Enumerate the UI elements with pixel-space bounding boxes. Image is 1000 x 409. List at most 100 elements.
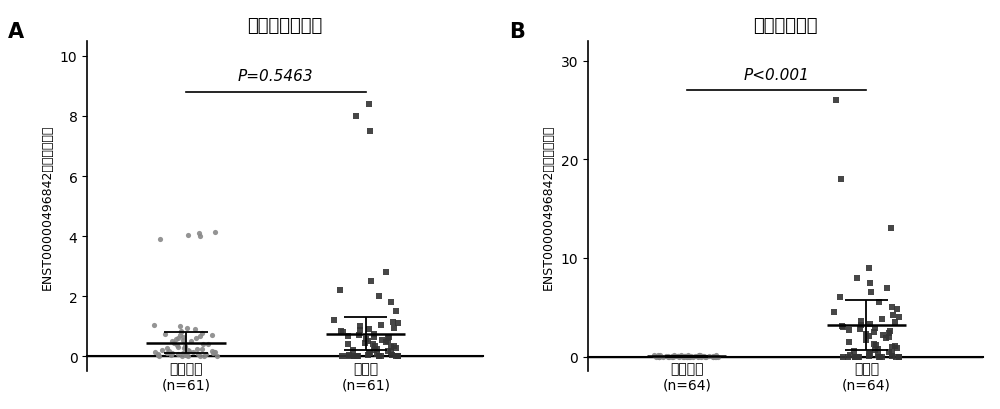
Point — [867, 346, 883, 353]
Point — [884, 350, 900, 356]
Point — [665, 353, 681, 360]
Y-axis label: ENST00000496842的相对表达量: ENST00000496842的相对表达量 — [41, 124, 54, 289]
Point — [352, 327, 368, 333]
Point — [361, 350, 377, 356]
Point — [192, 333, 208, 339]
Point — [664, 353, 680, 360]
Point — [658, 353, 674, 359]
Point — [194, 346, 210, 353]
Point — [390, 353, 406, 360]
Point — [349, 353, 365, 360]
Point — [676, 353, 692, 360]
Point — [388, 345, 404, 351]
Point — [150, 352, 166, 358]
Point — [849, 275, 865, 281]
Point — [676, 353, 692, 360]
Point — [708, 352, 724, 359]
Point — [207, 348, 223, 355]
Point — [847, 353, 863, 360]
Point — [674, 353, 690, 359]
Text: P=0.5463: P=0.5463 — [238, 69, 314, 84]
Point — [181, 348, 197, 354]
Point — [870, 351, 886, 358]
Point — [661, 353, 677, 360]
Point — [708, 353, 724, 360]
Point — [670, 353, 686, 360]
Point — [881, 334, 897, 340]
Point — [852, 326, 868, 333]
Point — [173, 328, 189, 334]
Point — [373, 353, 389, 360]
Point — [384, 352, 400, 359]
Point — [386, 343, 402, 350]
Point — [177, 344, 193, 351]
Point — [164, 338, 180, 344]
Point — [695, 353, 711, 360]
Point — [340, 333, 356, 339]
Point — [891, 353, 907, 360]
Point — [828, 97, 844, 104]
Point — [679, 353, 695, 360]
Point — [705, 353, 721, 360]
Point — [660, 353, 676, 360]
Point — [685, 353, 701, 360]
Point — [169, 342, 185, 348]
Point — [191, 230, 207, 237]
Point — [692, 352, 708, 359]
Point — [677, 353, 693, 360]
Point — [673, 352, 689, 359]
Point — [874, 316, 890, 323]
Point — [861, 333, 877, 339]
Point — [833, 176, 849, 183]
Point — [159, 350, 175, 357]
Point — [853, 318, 869, 325]
Point — [689, 353, 705, 360]
Point — [351, 332, 367, 339]
Point — [340, 353, 356, 360]
Title: 三阴性乳腺癌: 三阴性乳腺癌 — [753, 17, 818, 35]
Point — [648, 353, 664, 360]
Point — [180, 353, 196, 359]
Point — [150, 351, 166, 357]
Point — [670, 353, 686, 360]
Point — [170, 344, 186, 350]
Point — [866, 329, 882, 335]
Point — [200, 341, 216, 348]
Point — [826, 309, 842, 316]
Point — [881, 330, 897, 336]
Point — [383, 299, 399, 306]
Point — [175, 350, 191, 356]
Point — [190, 351, 206, 358]
Point — [871, 299, 887, 306]
Text: A: A — [8, 22, 24, 42]
Point — [386, 325, 402, 331]
Point — [851, 353, 867, 360]
Point — [891, 314, 907, 321]
Point — [378, 339, 394, 345]
Point — [173, 329, 189, 336]
Point — [151, 353, 167, 360]
Point — [707, 353, 723, 360]
Point — [705, 353, 721, 360]
Point — [874, 353, 890, 360]
Point — [346, 353, 362, 360]
Point — [390, 320, 406, 327]
Point — [361, 101, 377, 108]
Point — [884, 344, 900, 350]
Point — [669, 353, 685, 360]
Point — [875, 332, 891, 338]
Point — [335, 329, 351, 336]
Point — [878, 335, 894, 341]
Point — [862, 321, 878, 328]
Point — [671, 353, 687, 360]
Point — [179, 325, 195, 331]
Point — [206, 349, 222, 356]
Point — [378, 269, 394, 276]
Point — [690, 353, 706, 360]
Point — [847, 353, 863, 360]
Point — [840, 353, 856, 360]
Point — [680, 353, 696, 360]
Point — [679, 353, 695, 360]
Point — [881, 348, 897, 355]
Point — [835, 324, 851, 330]
